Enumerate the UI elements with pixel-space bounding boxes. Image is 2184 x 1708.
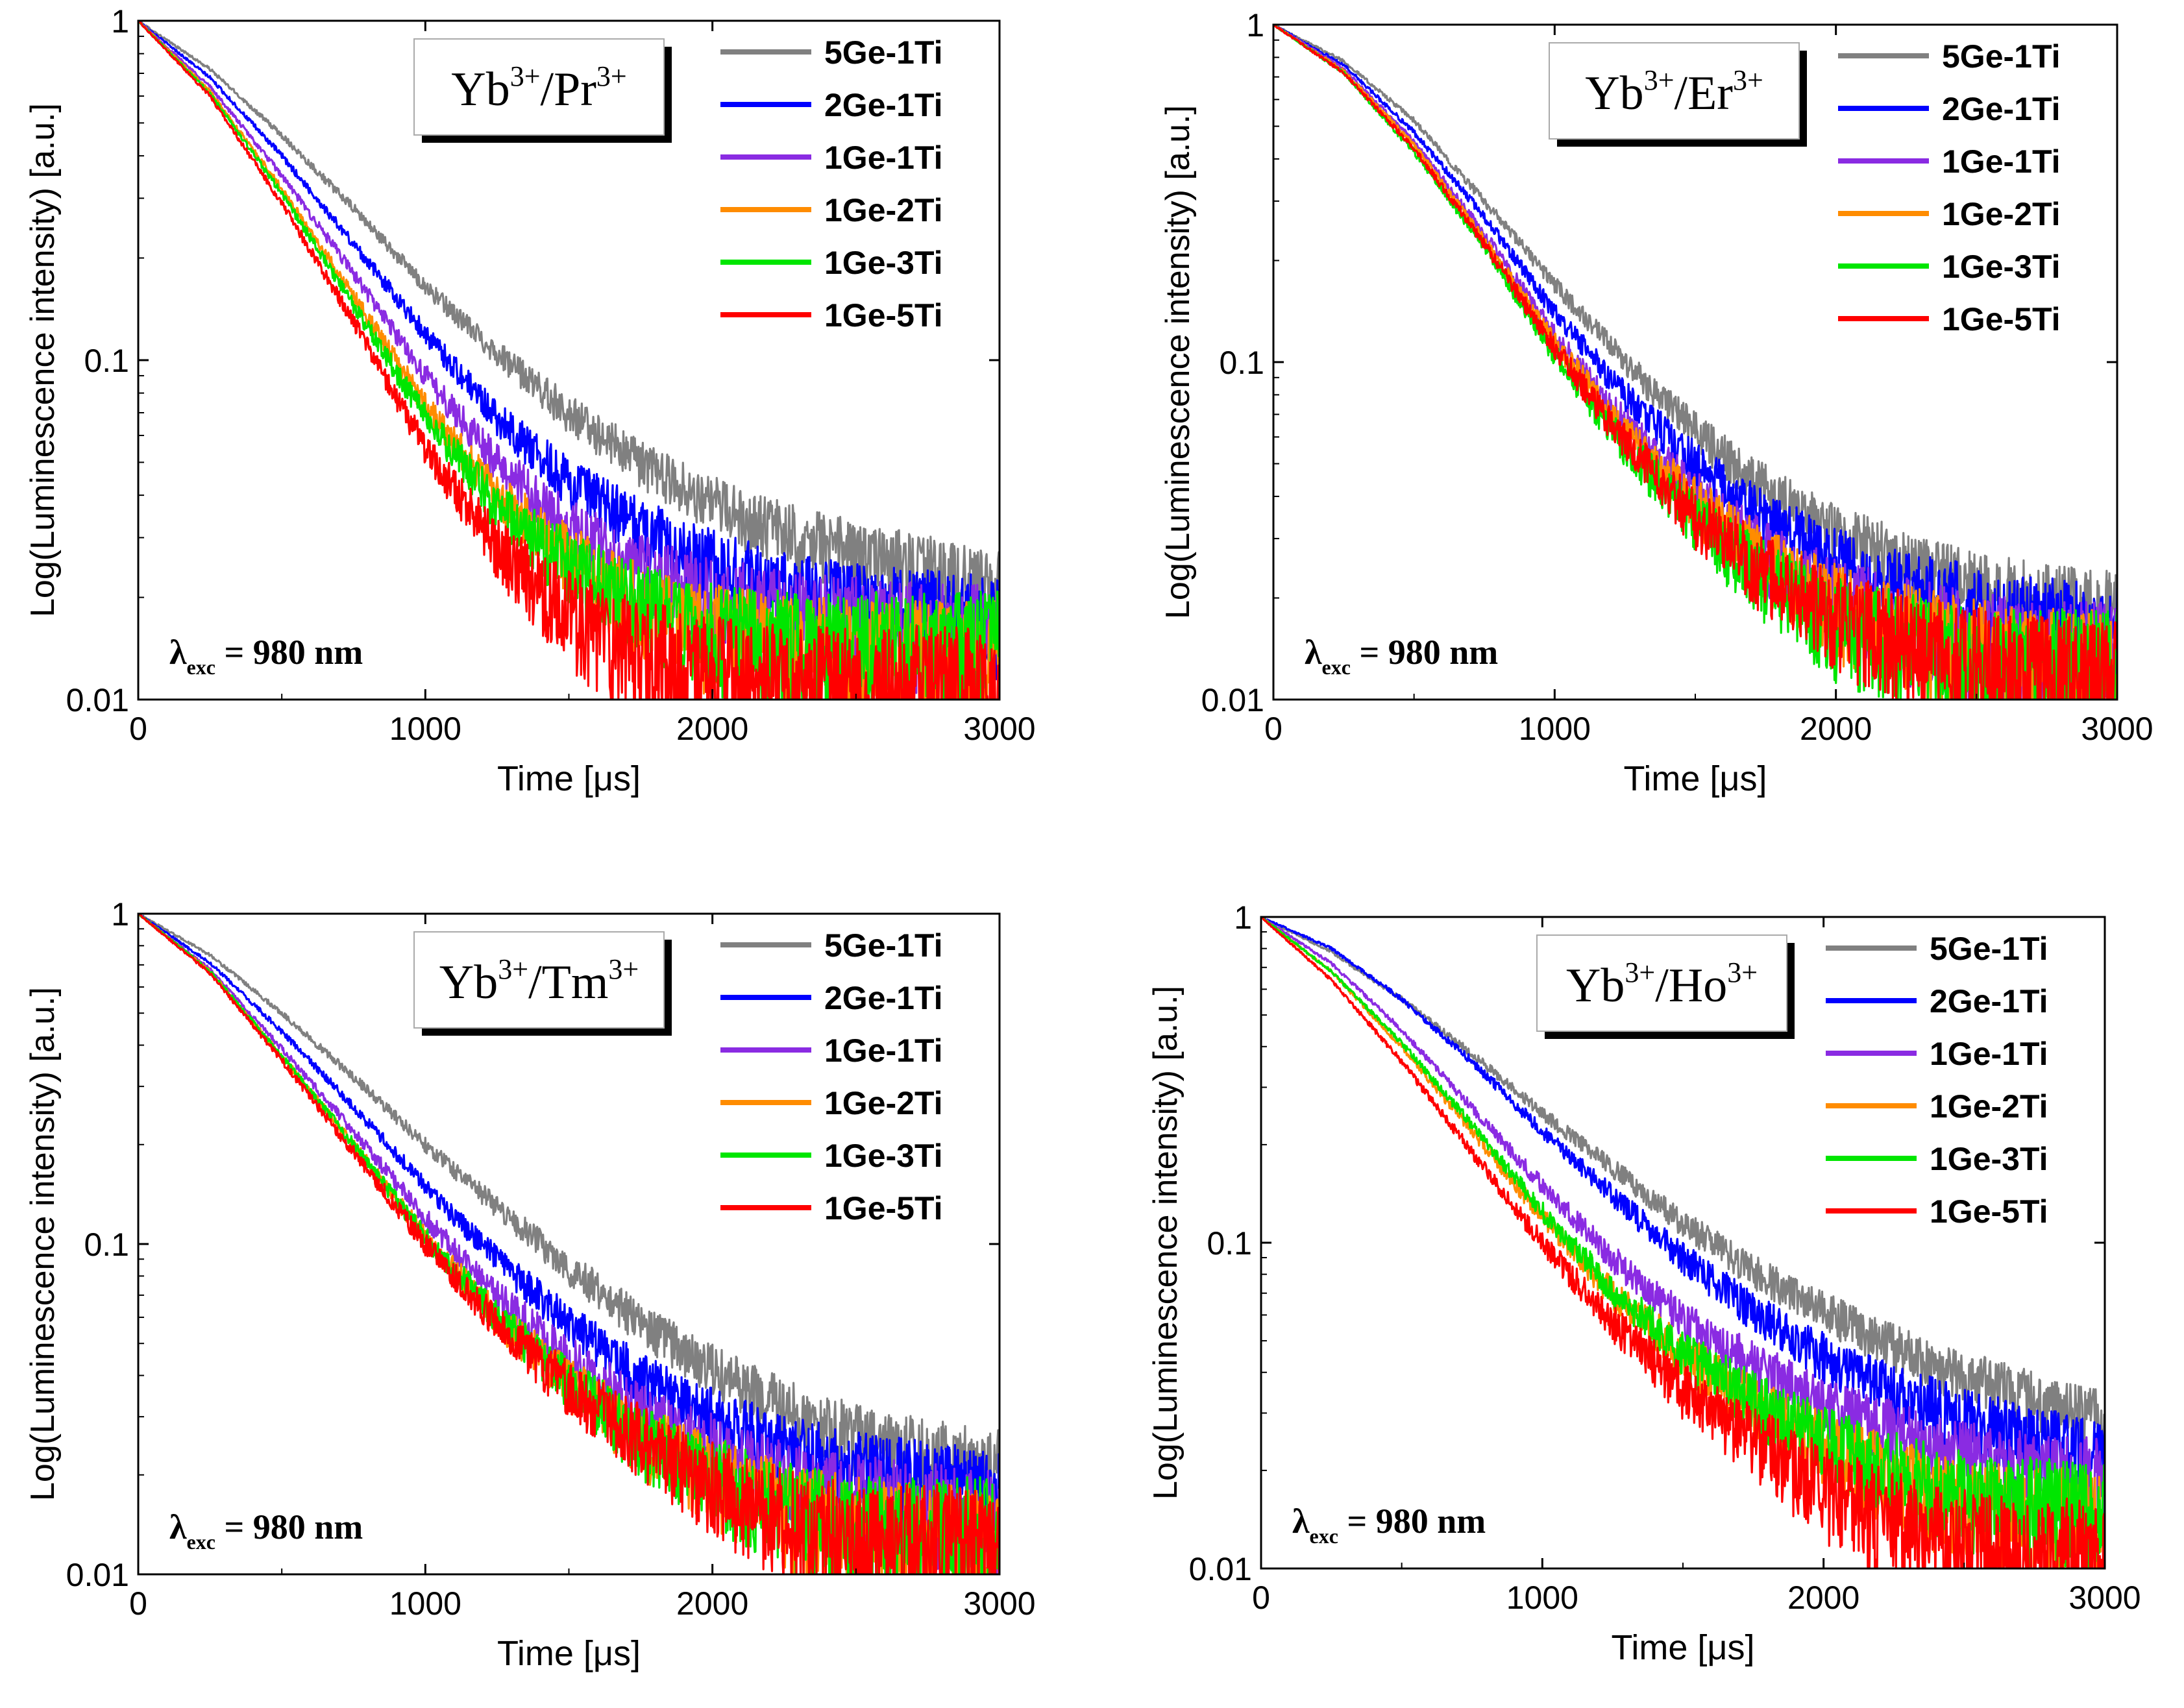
excitation-annotation: λexc = 980 nm xyxy=(1292,1502,1486,1548)
sample-label: Yb3+/Pr3+ xyxy=(451,60,626,116)
x-tick-label: 2000 xyxy=(1787,1580,1859,1616)
label-box xyxy=(413,38,665,136)
legend-label: 1Ge-3Ti xyxy=(1930,1141,2048,1177)
legend-label: 1Ge-2Ti xyxy=(824,192,943,228)
x-tick-label: 2000 xyxy=(676,711,748,747)
x-tick-label: 3000 xyxy=(2068,1580,2141,1616)
legend-label: 1Ge-3Ti xyxy=(824,245,943,281)
legend-label: 2Ge-1Ti xyxy=(1942,91,2061,127)
x-tick-label: 3000 xyxy=(963,711,1035,747)
x-tick-label: 0 xyxy=(129,1585,147,1622)
excitation-annotation: λexc = 980 nm xyxy=(1305,633,1498,679)
y-axis-label: Log(Luminescence intensity) [a.u.] xyxy=(1159,105,1197,619)
series-group xyxy=(138,914,1000,1574)
y-tick-label: 1 xyxy=(1246,7,1264,43)
x-tick-label: 1000 xyxy=(389,711,461,747)
sample-label: Yb3+/Tm3+ xyxy=(439,953,639,1009)
legend-label: 5Ge-1Ti xyxy=(1942,38,2061,75)
legend-label: 1Ge-2Ti xyxy=(1942,196,2061,232)
x-axis-label: Time [μs] xyxy=(497,1634,641,1673)
legend-label: 1Ge-5Ti xyxy=(824,297,943,334)
legend-label: 1Ge-5Ti xyxy=(824,1190,943,1226)
x-tick-label: 0 xyxy=(129,711,147,747)
legend-label: 1Ge-1Ti xyxy=(1942,143,2061,180)
legend-label: 1Ge-2Ti xyxy=(1930,1088,2048,1125)
x-tick-label: 0 xyxy=(1264,711,1282,747)
series-group xyxy=(1261,917,2105,1568)
excitation-annotation: λexc = 980 nm xyxy=(169,633,363,679)
y-tick-label: 1 xyxy=(111,3,129,40)
legend-label: 1Ge-1Ti xyxy=(824,140,943,176)
x-tick-label: 1000 xyxy=(1506,1580,1578,1616)
chart-panel-bottom-left: 0 1000 2000 3000 0.01 0.1 1 Time [μs] Log(Lumine… xyxy=(24,896,1036,1673)
legend-label: 2Ge-1Ti xyxy=(824,980,943,1016)
legend-label: 1Ge-5Ti xyxy=(1942,301,2061,337)
y-tick-label: 0.01 xyxy=(66,1557,129,1593)
series-group xyxy=(1273,25,2117,700)
legend-label: 1Ge-3Ti xyxy=(824,1138,943,1174)
legend-label: 1Ge-2Ti xyxy=(824,1085,943,1121)
label-box xyxy=(1536,934,1787,1032)
y-tick-label: 0.01 xyxy=(66,682,129,718)
x-axis-label: Time [μs] xyxy=(1623,759,1767,798)
x-tick-label: 3000 xyxy=(2081,711,2153,747)
legend-label: 1Ge-5Ti xyxy=(1930,1193,2048,1230)
x-tick-label: 2000 xyxy=(1800,711,1872,747)
series-line-2ge-1ti xyxy=(138,914,1000,1544)
chart-panel-top-right: 0 1000 2000 3000 0.01 0.1 1 Time [μs] Log(Lumine… xyxy=(1159,7,2153,798)
x-tick-label: 1000 xyxy=(1519,711,1591,747)
legend-label: 5Ge-1Ti xyxy=(1930,931,2048,967)
excitation-annotation: λexc = 980 nm xyxy=(169,1507,363,1554)
x-tick-label: 3000 xyxy=(963,1585,1035,1622)
y-tick-label: 0.1 xyxy=(84,1226,129,1263)
y-tick-label: 0.1 xyxy=(84,343,129,379)
series-line-1ge-5ti xyxy=(138,914,1000,1574)
series-line-1ge-5ti xyxy=(1261,917,2105,1568)
x-tick-label: 0 xyxy=(1252,1580,1270,1616)
series-line-5ge-1ti xyxy=(1273,25,2117,672)
chart-panel-bottom-right: 0 1000 2000 3000 0.01 0.1 1 Time [μs] Log(Lumine… xyxy=(1147,899,2141,1667)
legend-label: 1Ge-1Ti xyxy=(1930,1036,2048,1072)
series-line-1ge-3ti xyxy=(1261,917,2105,1568)
legend-label: 1Ge-3Ti xyxy=(1942,249,2061,285)
sample-label: Yb3+/Ho3+ xyxy=(1566,957,1758,1012)
label-box xyxy=(413,931,665,1029)
legend-label: 5Ge-1Ti xyxy=(824,927,943,964)
label-box xyxy=(1549,42,1800,140)
x-tick-label: 2000 xyxy=(676,1585,748,1622)
x-tick-label: 1000 xyxy=(389,1585,461,1622)
y-tick-label: 0.01 xyxy=(1189,1551,1252,1587)
y-axis-label: Log(Luminescence intensity) [a.u.] xyxy=(24,987,62,1501)
x-axis-label: Time [μs] xyxy=(1611,1628,1754,1667)
legend-label: 1Ge-1Ti xyxy=(824,1032,943,1069)
y-tick-label: 0.1 xyxy=(1219,345,1264,381)
y-tick-label: 0.01 xyxy=(1201,682,1264,718)
series-line-1ge-5ti xyxy=(138,21,1000,700)
series-line-1ge-5ti xyxy=(1273,25,2117,700)
sample-label: Yb3+/Er3+ xyxy=(1585,64,1763,120)
series-line-5ge-1ti xyxy=(138,914,1000,1515)
legend-label: 5Ge-1Ti xyxy=(824,34,943,71)
y-tick-label: 1 xyxy=(111,896,129,933)
y-tick-label: 0.1 xyxy=(1207,1225,1252,1262)
y-axis-label: Log(Luminescence intensity) [a.u.] xyxy=(1147,986,1184,1500)
y-tick-label: 1 xyxy=(1234,899,1252,936)
x-axis-label: Time [μs] xyxy=(497,759,641,798)
y-axis-label: Log(Luminescence intensity) [a.u.] xyxy=(24,103,62,617)
legend-label: 2Ge-1Ti xyxy=(824,87,943,123)
chart-panel-top-left: 0 1000 2000 3000 0.01 0.1 1 Time [μs] Log(Lumine… xyxy=(24,3,1036,798)
series-group xyxy=(138,21,1000,700)
legend-label: 2Ge-1Ti xyxy=(1930,983,2048,1019)
